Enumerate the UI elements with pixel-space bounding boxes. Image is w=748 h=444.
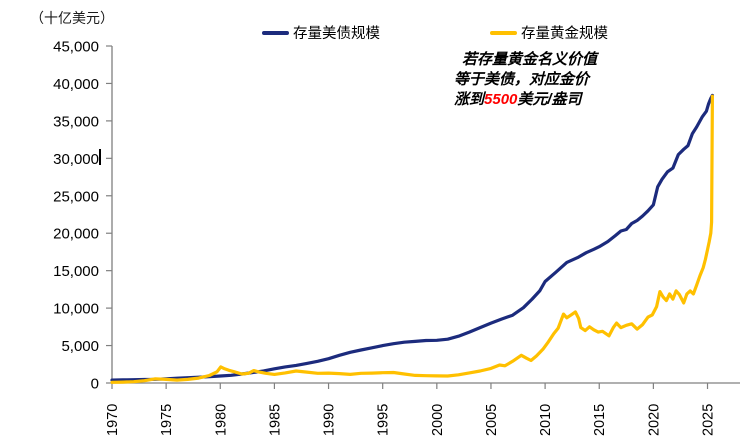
x-tick-label: 1990 xyxy=(322,404,338,436)
annotation-line-3: 涨到5500美元/盎司 xyxy=(454,91,582,108)
annotation-text: 若存量黄金名义价值 等于美债，对应金价 涨到5500美元/盎司 xyxy=(454,50,664,110)
x-tick-label: 2025 xyxy=(701,404,717,436)
x-tick-label: 1975 xyxy=(159,404,175,436)
gold-series-line xyxy=(110,94,715,384)
y-tick-label: 5,000 xyxy=(61,338,99,355)
legend-label-treasury: 存量美债规模 xyxy=(293,26,380,42)
y-tick-label: 30,000 xyxy=(53,151,99,168)
legend-item-treasury: 存量美债规模 xyxy=(262,22,380,43)
annotation-line-1: 若存量黄金名义价值 xyxy=(462,51,598,68)
y-tick-label: 45,000 xyxy=(53,39,99,56)
y-tick-label: 0 xyxy=(91,376,99,393)
legend-item-gold: 存量黄金规模 xyxy=(490,22,608,43)
y-tick-label: 25,000 xyxy=(53,188,99,205)
gold-line-swatch xyxy=(490,30,517,35)
x-tick-label: 1980 xyxy=(213,404,229,436)
x-tick-label: 2010 xyxy=(538,404,554,436)
legend-label-gold: 存量黄金规模 xyxy=(521,26,608,42)
x-tick-label: 2000 xyxy=(430,404,446,436)
x-tick-label: 2005 xyxy=(484,404,500,436)
treasury-series-line xyxy=(110,93,715,382)
annotation-highlight-value: 5500 xyxy=(484,91,518,108)
treasury-line-swatch xyxy=(262,30,289,35)
y-tick-label: 40,000 xyxy=(53,76,99,93)
x-tick-label: 1995 xyxy=(376,404,392,436)
text-cursor-artifact xyxy=(99,149,101,165)
y-tick-label: 20,000 xyxy=(53,226,99,243)
y-axis-unit-label: （十亿美元） xyxy=(30,10,114,26)
x-tick-label: 1970 xyxy=(105,404,121,436)
y-tick-label: 10,000 xyxy=(53,301,99,318)
annotation-line-2: 等于美债，对应金价 xyxy=(454,71,590,88)
y-tick-label: 35,000 xyxy=(53,113,99,130)
x-tick-label: 2015 xyxy=(592,404,608,436)
x-tick-label: 1985 xyxy=(267,404,283,436)
x-tick-label: 2020 xyxy=(646,404,662,436)
y-tick-label: 15,000 xyxy=(53,263,99,280)
